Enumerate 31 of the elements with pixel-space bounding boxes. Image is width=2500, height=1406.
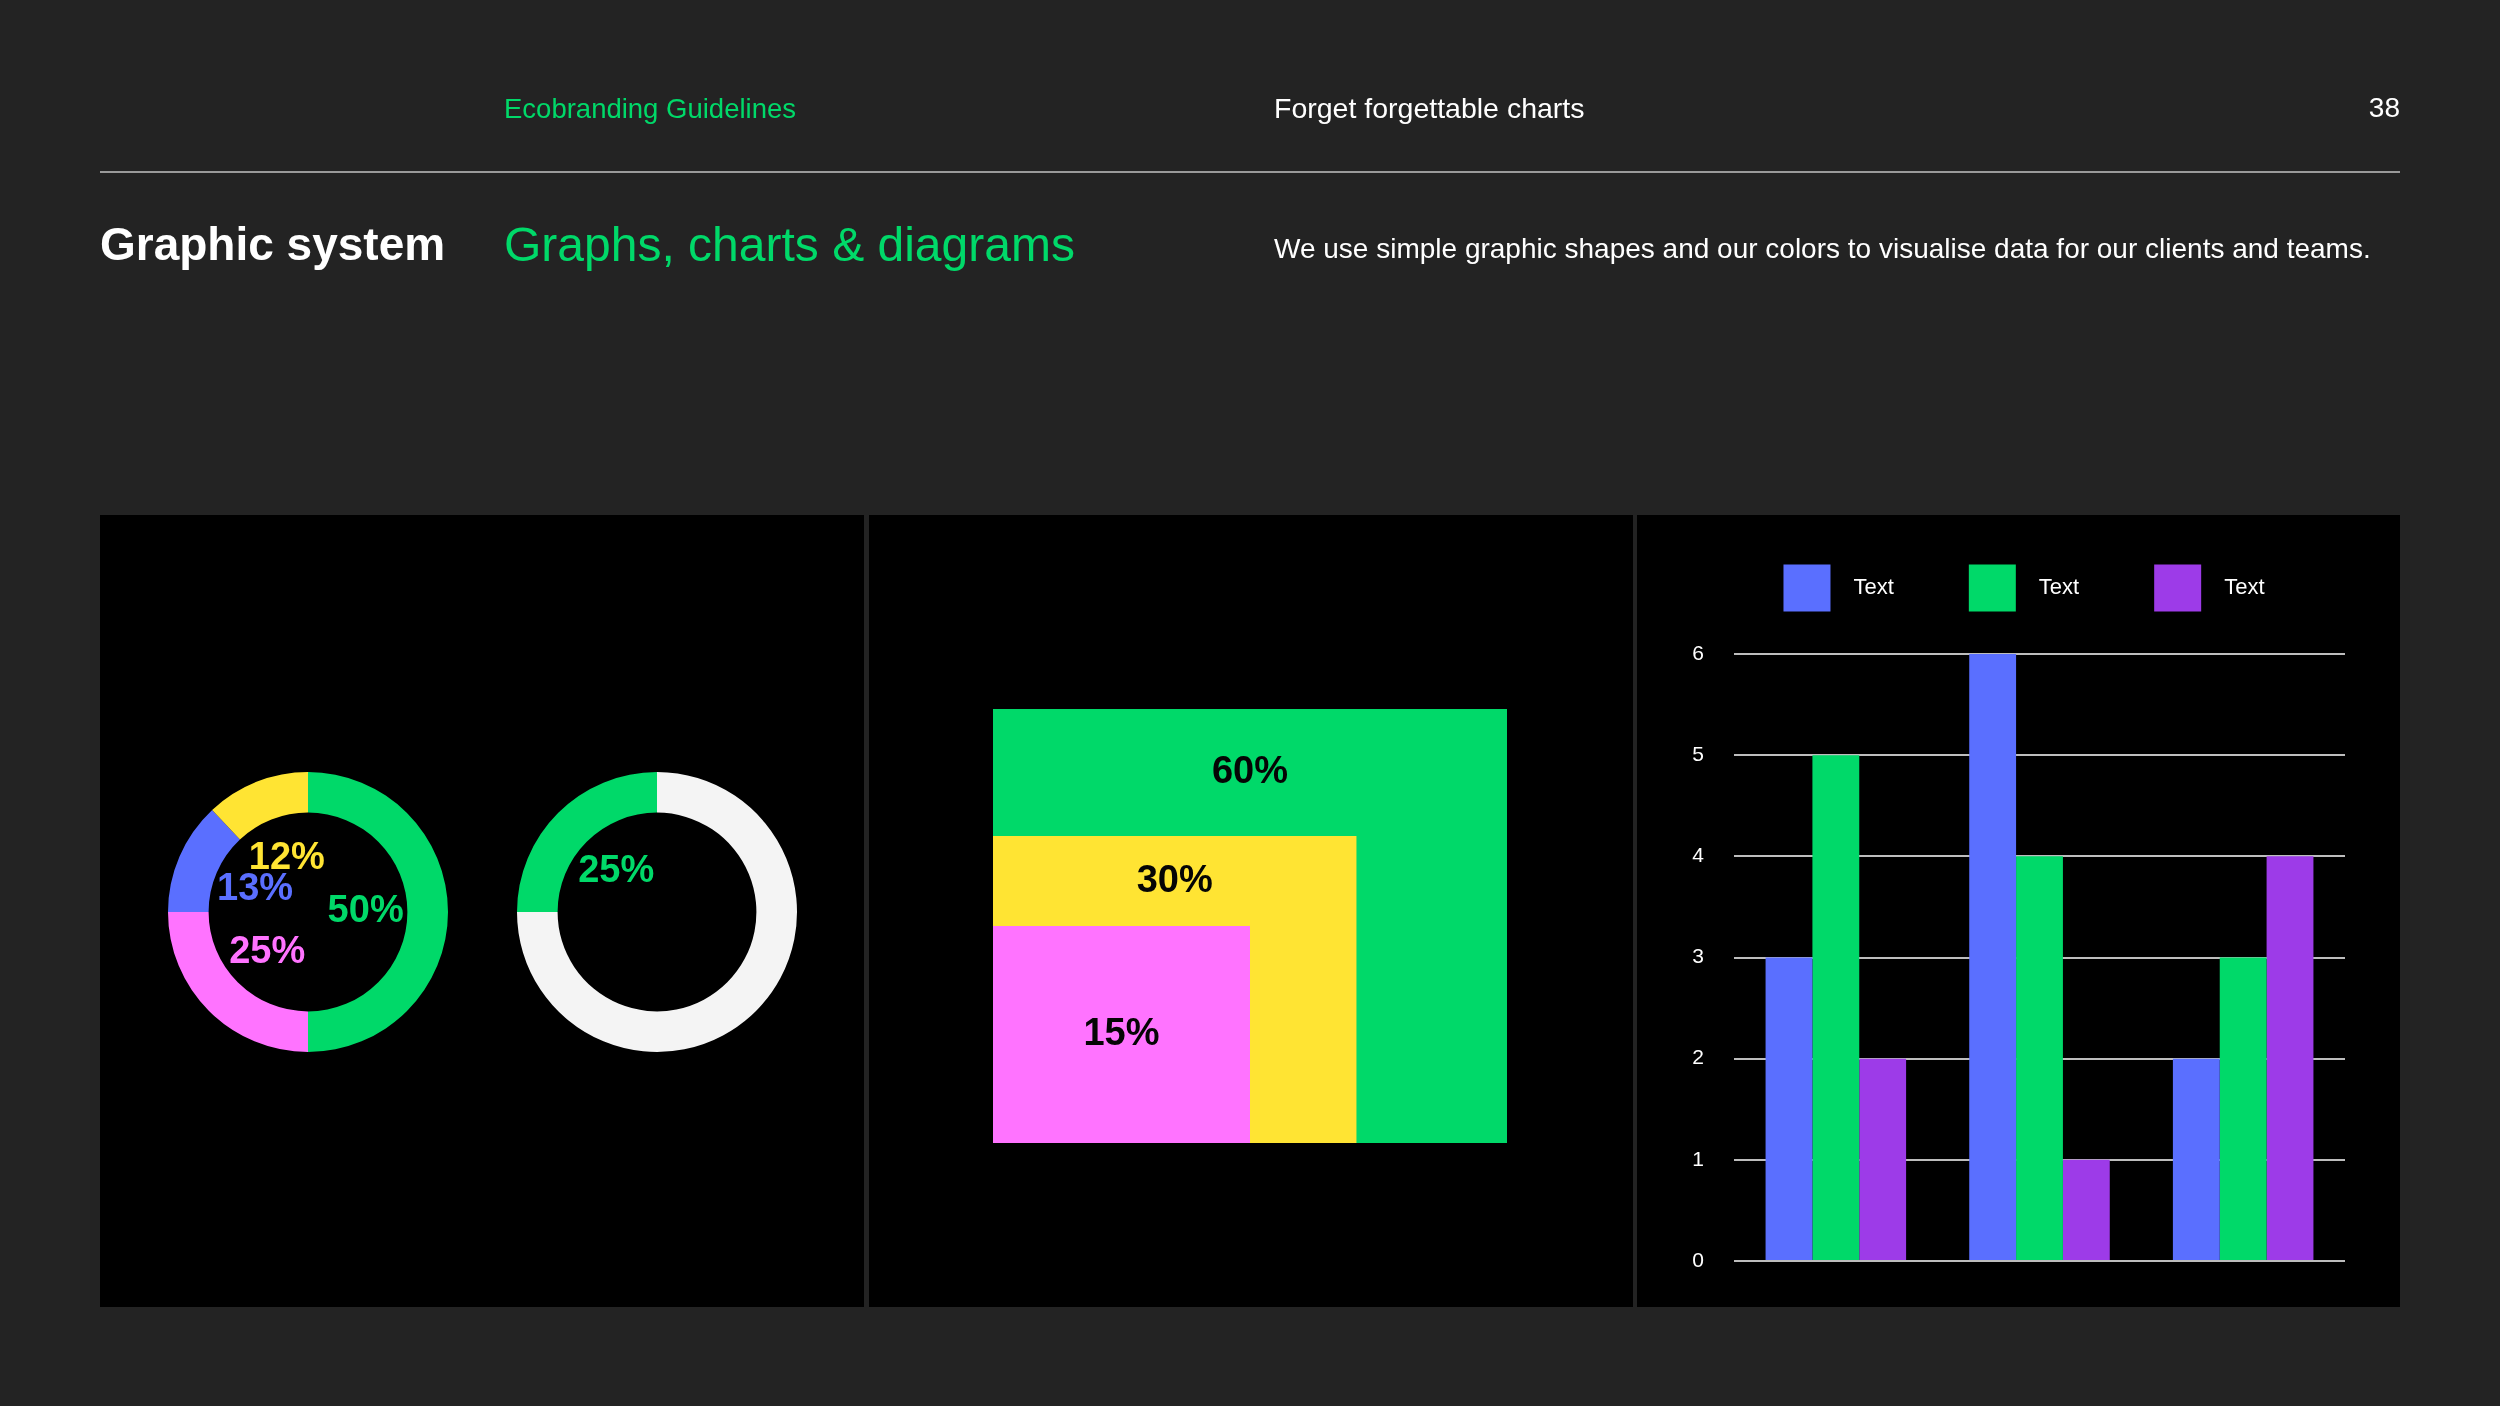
data-label: 50% [327, 888, 404, 931]
data-label: 15% [1083, 1010, 1160, 1053]
legend-label: Text [1853, 574, 1894, 600]
text: Ecobranding Guidelines [504, 91, 796, 125]
text: Forget forgettable charts [1274, 90, 1585, 126]
y-tick-label: 1 [1692, 1146, 1704, 1170]
bar [2219, 957, 2267, 1260]
y-tick-label: 5 [1692, 741, 1704, 765]
legend-label: Text [2038, 574, 2080, 600]
data-label: 60% [1211, 749, 1289, 792]
bar [1765, 957, 1813, 1260]
y-tick-label: 0 [1692, 1247, 1704, 1271]
y-tick-label: 2 [1692, 1045, 1704, 1069]
bar [2172, 1058, 2220, 1260]
y-tick-label: 4 [1692, 843, 1705, 867]
bar [1969, 654, 2017, 1260]
bar [2062, 1159, 2110, 1260]
text: Graphs, charts & diagrams [504, 217, 1075, 274]
text: 38 [2368, 91, 2400, 125]
text: Graphic system [100, 217, 446, 273]
y-tick-label: 3 [1692, 944, 1704, 968]
data-label: 25% [578, 847, 655, 890]
bar [2266, 856, 2314, 1260]
data-label: 30% [1136, 857, 1213, 900]
bar [1859, 1058, 1907, 1260]
bar [1812, 755, 1860, 1260]
text: We use simple graphic shapes and our colors to visualise data for our clients and teams. [1274, 232, 2371, 266]
bar [2016, 856, 2063, 1260]
data-label: 25% [229, 929, 306, 972]
y-tick-label: 6 [1692, 640, 1704, 664]
legend-label: Text [2224, 574, 2265, 600]
